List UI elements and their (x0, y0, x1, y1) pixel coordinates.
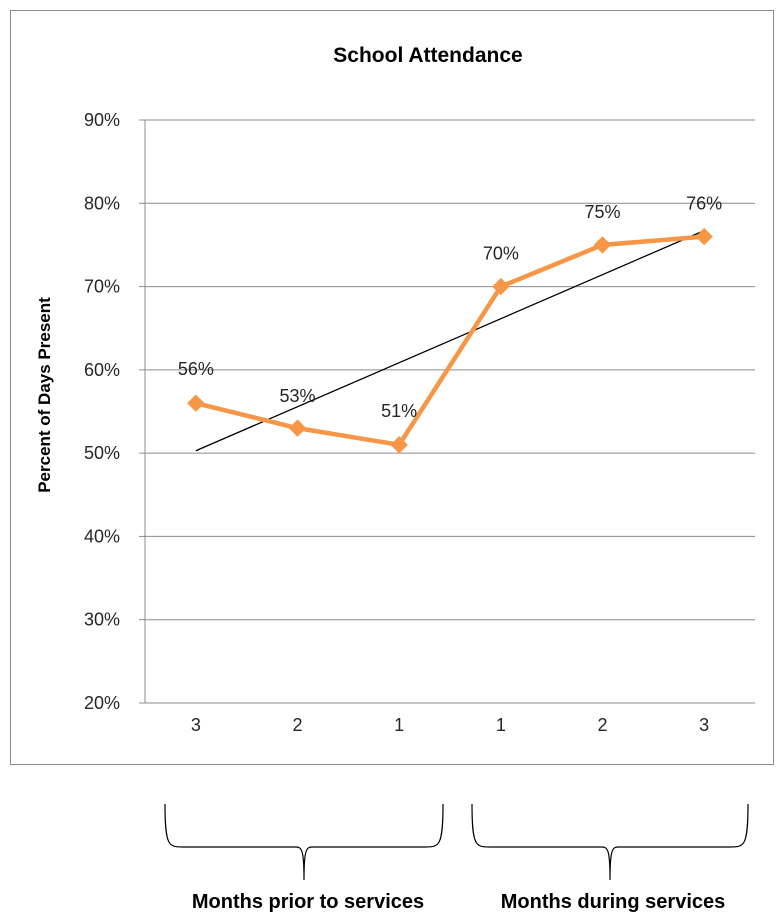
data-label: 56% (178, 359, 214, 379)
data-label: 51% (381, 401, 417, 421)
data-label: 76% (686, 194, 722, 214)
category-groups: Months prior to services Months during se… (164, 803, 749, 913)
series-line (195, 234, 705, 448)
y-tick-label: 20% (84, 693, 120, 713)
x-tick-label: 3 (699, 715, 709, 735)
chart-title: School Attendance (333, 44, 522, 67)
group-brace (471, 803, 749, 881)
data-label: 53% (279, 386, 315, 406)
y-tick-label: 50% (84, 443, 120, 463)
y-tick-label: 80% (84, 193, 120, 213)
gridlines (139, 119, 755, 704)
chart-frame (10, 10, 774, 765)
data-point-marker (288, 419, 307, 437)
data-point-marker (492, 277, 510, 296)
data-point-marker (695, 227, 713, 246)
x-tick-label: 1 (496, 715, 506, 735)
data-point-marker (593, 236, 612, 254)
data-point-marker (187, 394, 205, 412)
group-label: Months prior to services (192, 891, 424, 913)
y-tick-label: 90% (84, 110, 120, 130)
x-axis-ticks: 3 2 1 1 2 3 (191, 715, 709, 735)
trendline (195, 230, 705, 452)
y-axis-label: Percent of Days Present (35, 297, 54, 493)
x-tick-label: 3 (191, 715, 201, 735)
x-tick-label: 1 (394, 715, 404, 735)
y-tick-label: 70% (84, 277, 120, 297)
x-tick-label: 2 (292, 715, 302, 735)
data-point-marker (390, 436, 408, 454)
y-tick-label: 30% (84, 610, 120, 630)
data-labels-group: 56% 53% 51% 70% 75% 76% (178, 194, 722, 421)
x-tick-label: 2 (597, 715, 607, 735)
y-axis-ticks: 20% 30% 40% 50% 60% 70% 80% 90% (84, 110, 120, 713)
y-tick-label: 60% (84, 360, 120, 380)
data-label: 70% (483, 244, 519, 264)
group-brace (164, 803, 444, 881)
trendline-group (195, 230, 705, 452)
series-group (187, 227, 713, 454)
data-label: 75% (584, 202, 620, 222)
y-tick-label: 40% (84, 526, 120, 546)
group-label: Months during services (501, 891, 726, 913)
